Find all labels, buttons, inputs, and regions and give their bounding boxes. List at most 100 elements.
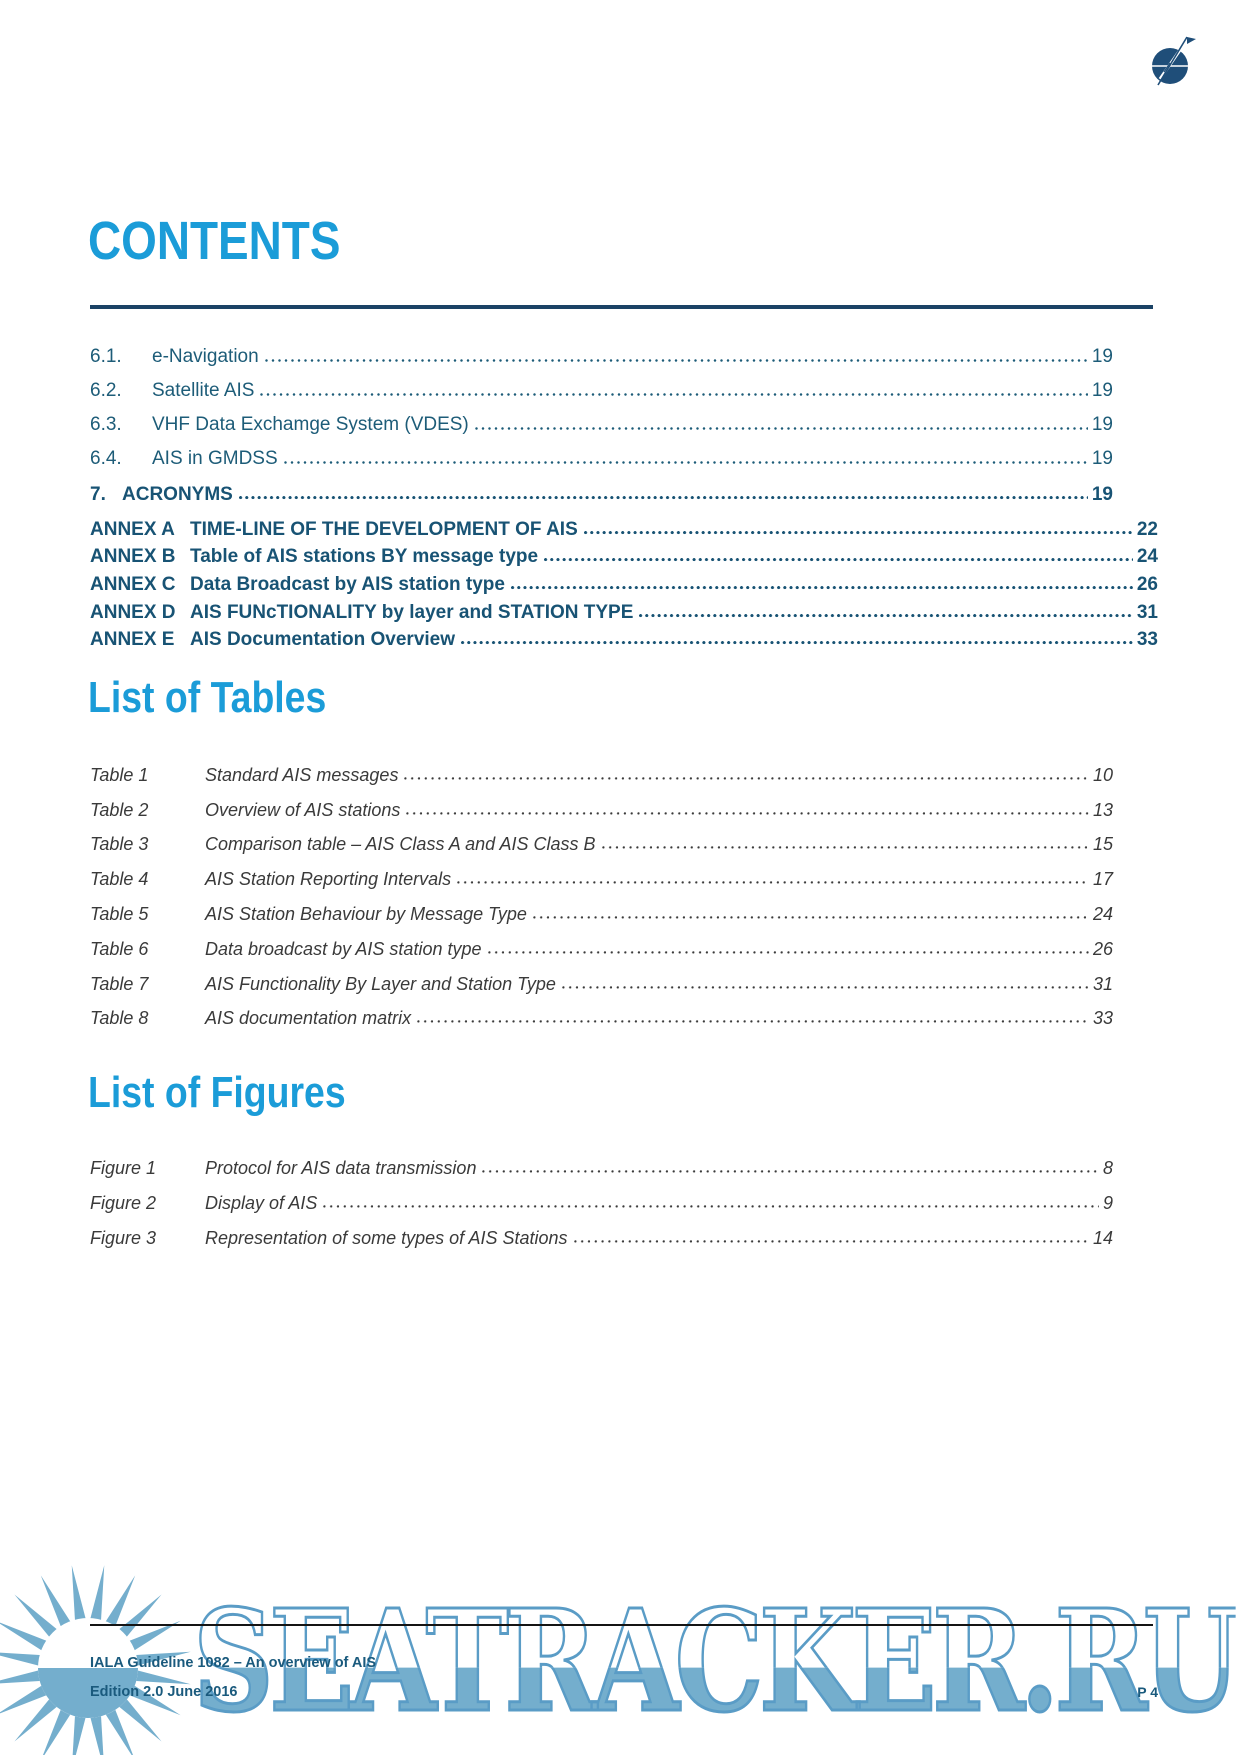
table-entry-page: 26 — [1092, 938, 1113, 959]
table-entry-number: Table 1 — [90, 764, 149, 785]
toc-entry[interactable]: 6.2. Satellite AIS 19 — [90, 375, 1113, 409]
toc-entry[interactable]: 6.1. e-Navigation 19 — [90, 341, 1113, 375]
figure-entry[interactable]: Figure 2 Display of AIS 9 — [90, 1186, 1113, 1221]
figure-entry-number: Figure 1 — [90, 1158, 157, 1178]
toc-entry-acronyms[interactable]: 7. ACRONYMS 19 — [90, 477, 1113, 513]
dot-leader — [573, 1232, 1089, 1248]
toc-entry-label: AIS in GMDSS — [152, 448, 278, 469]
figure-entry[interactable]: Figure 3 Representation of some types of… — [90, 1221, 1113, 1256]
table-entry-label: Standard AIS messages — [205, 764, 399, 785]
figure-entry-number: Figure 2 — [90, 1193, 157, 1213]
toc-entry-page: 31 — [1136, 601, 1158, 623]
dot-leader — [544, 551, 1133, 568]
dot-leader — [474, 419, 1088, 435]
figure-entry-page: 8 — [1102, 1158, 1113, 1178]
table-entry-label: Overview of AIS stations — [205, 799, 401, 820]
dot-leader — [404, 768, 1089, 785]
table-entry[interactable]: Table 1 Standard AIS messages 10 — [90, 758, 1113, 793]
table-entry-label: AIS Functionality By Layer and Station T… — [205, 973, 556, 994]
dot-leader — [264, 351, 1088, 367]
toc-entry-number: ANNEX B — [90, 546, 176, 568]
figure-entry-page: 9 — [1102, 1193, 1113, 1213]
dot-leader — [487, 942, 1089, 959]
list-of-figures-heading: List of Figures — [88, 1068, 346, 1117]
dot-leader — [561, 977, 1089, 994]
footer-edition: Edition 2.0 June 2016 — [90, 1684, 238, 1700]
toc-entry-label: Data Broadcast by AIS station type — [190, 574, 505, 596]
dot-leader — [532, 907, 1089, 924]
table-entry-label: AIS Station Behaviour by Message Type — [205, 903, 527, 924]
toc-entry-label: ACRONYMS — [122, 484, 233, 505]
figure-entry-label: Representation of some types of AIS Stat… — [205, 1228, 568, 1248]
list-of-figures: Figure 1 Protocol for AIS data transmiss… — [90, 1151, 1113, 1256]
list-of-tables-heading: List of Tables — [88, 673, 327, 722]
dot-leader — [323, 1197, 1099, 1213]
table-entry[interactable]: Table 2 Overview of AIS stations 13 — [90, 793, 1113, 828]
table-entry-page: 33 — [1092, 1008, 1113, 1029]
dot-leader — [457, 873, 1089, 890]
dot-leader — [238, 489, 1088, 505]
toc-entry-page: 19 — [1091, 414, 1113, 435]
toc-entry-page: 26 — [1136, 574, 1158, 596]
table-entry-number: Table 5 — [90, 903, 149, 924]
dot-leader — [260, 385, 1088, 401]
dot-leader — [510, 579, 1133, 596]
table-entry-number: Table 8 — [90, 1008, 149, 1029]
toc-entry-label: Table of AIS stations BY message type — [190, 546, 539, 568]
iala-globe-logo — [1152, 36, 1196, 86]
toc-entry-number: ANNEX D — [90, 601, 176, 623]
table-entry[interactable]: Table 4 AIS Station Reporting Intervals … — [90, 862, 1113, 897]
table-entry[interactable]: Table 7 AIS Functionality By Layer and S… — [90, 967, 1113, 1002]
table-entry-number: Table 7 — [90, 973, 149, 994]
toc-entry-label: Satellite AIS — [152, 380, 255, 401]
dot-leader — [417, 1012, 1089, 1029]
footer-rule — [90, 1624, 1153, 1626]
table-entry[interactable]: Table 3 Comparison table – AIS Class A a… — [90, 828, 1113, 863]
toc-entry-annex[interactable]: ANNEX B Table of AIS stations BY message… — [90, 541, 1158, 569]
table-entry-page: 10 — [1092, 764, 1113, 785]
table-entry[interactable]: Table 6 Data broadcast by AIS station ty… — [90, 932, 1113, 967]
toc-entry-page: 22 — [1136, 518, 1158, 540]
toc-entry-number: 7. — [90, 484, 106, 505]
toc-entry[interactable]: 6.3. VHF Data Exchamge System (VDES) 19 — [90, 409, 1113, 443]
dot-leader — [406, 803, 1089, 820]
toc-entry-number: ANNEX A — [90, 518, 175, 540]
toc-entry-number: 6.4. — [90, 448, 122, 469]
table-entry[interactable]: Table 8 AIS documentation matrix 33 — [90, 1002, 1113, 1037]
toc-entry-number: ANNEX C — [90, 574, 176, 596]
toc-entry-label: TIME-LINE OF THE DEVELOPMENT OF AIS — [190, 518, 578, 540]
dot-leader — [482, 1162, 1099, 1178]
dot-leader — [461, 634, 1133, 651]
table-entry[interactable]: Table 5 AIS Station Behaviour by Message… — [90, 897, 1113, 932]
table-entry-number: Table 3 — [90, 834, 149, 855]
table-entry-label: AIS Station Reporting Intervals — [205, 869, 452, 890]
toc-entry-annex[interactable]: ANNEX A TIME-LINE OF THE DEVELOPMENT OF … — [90, 513, 1158, 541]
figure-entry[interactable]: Figure 1 Protocol for AIS data transmiss… — [90, 1151, 1113, 1186]
page-title: CONTENTS — [88, 211, 341, 271]
toc-entry[interactable]: 6.4. AIS in GMDSS 19 — [90, 443, 1113, 477]
toc-entry-page: 19 — [1091, 484, 1113, 505]
toc-entry-number: 6.1. — [90, 346, 122, 367]
toc-entry-label: VHF Data Exchamge System (VDES) — [152, 414, 469, 435]
table-entry-number: Table 6 — [90, 938, 149, 959]
toc-entry-annex[interactable]: ANNEX E AIS Documentation Overview 33 — [90, 624, 1158, 652]
table-entry-label: AIS documentation matrix — [205, 1008, 412, 1029]
watermark-sun-icon — [0, 1565, 191, 1755]
dot-leader — [283, 453, 1088, 469]
toc-entry-label: AIS Documentation Overview — [190, 629, 456, 651]
table-entry-number: Table 4 — [90, 869, 149, 890]
toc-entry-number: 6.3. — [90, 414, 122, 435]
figure-entry-page: 14 — [1092, 1228, 1113, 1248]
toc-entry-annex[interactable]: ANNEX D AIS FUNcTIONALITY by layer and S… — [90, 596, 1158, 624]
title-rule — [90, 305, 1153, 309]
toc-entry-page: 33 — [1136, 629, 1158, 651]
toc-entry-annex[interactable]: ANNEX C Data Broadcast by AIS station ty… — [90, 568, 1158, 596]
table-entry-page: 17 — [1092, 869, 1113, 890]
table-entry-label: Data broadcast by AIS station type — [205, 938, 482, 959]
toc-entry-number: 6.2. — [90, 380, 122, 401]
footer-page-number: P 4 — [1137, 1684, 1158, 1700]
table-entry-page: 31 — [1092, 973, 1113, 994]
toc-entry-label: AIS FUNcTIONALITY by layer and STATION T… — [190, 601, 634, 623]
toc-entry-page: 19 — [1091, 380, 1113, 401]
